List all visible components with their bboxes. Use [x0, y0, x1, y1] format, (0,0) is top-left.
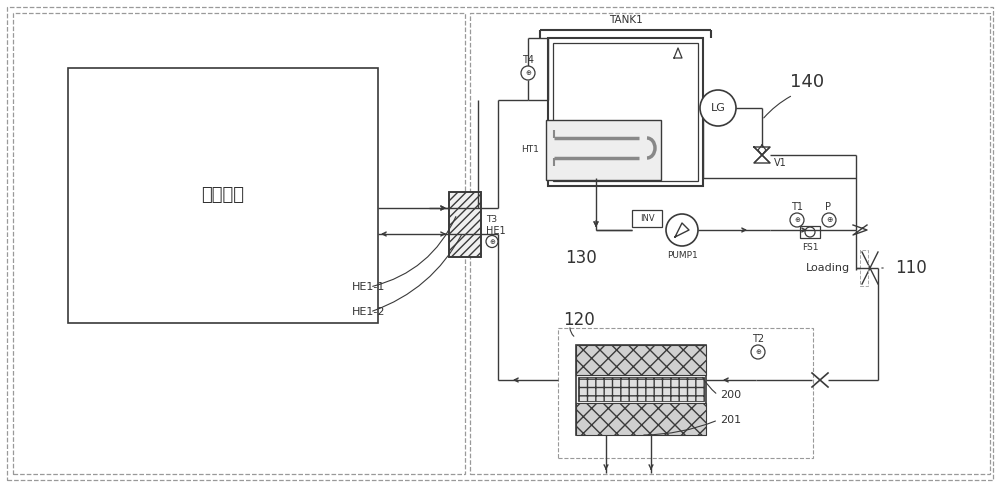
Text: HE1: HE1 — [486, 226, 506, 237]
Bar — [553, 43, 698, 181]
Bar — [576, 403, 706, 435]
Bar — [578, 377, 704, 401]
Text: HE1-1: HE1-1 — [352, 282, 385, 292]
Circle shape — [486, 236, 498, 247]
Bar — [470, 13, 990, 474]
Text: ⊕: ⊕ — [755, 349, 761, 355]
Bar — [68, 68, 378, 323]
Text: 110: 110 — [895, 259, 927, 277]
Circle shape — [822, 213, 836, 227]
Text: LG: LG — [711, 103, 725, 113]
Text: ⊕: ⊕ — [525, 70, 531, 76]
Bar — [860, 250, 868, 286]
Text: Loading: Loading — [806, 263, 850, 273]
Text: 140: 140 — [790, 73, 824, 91]
Bar — [449, 192, 481, 257]
Bar — [449, 192, 481, 257]
Text: ⊕: ⊕ — [826, 216, 832, 225]
Bar — [546, 120, 661, 180]
Bar — [800, 226, 820, 238]
Circle shape — [700, 90, 736, 126]
Text: ⊕: ⊕ — [489, 239, 495, 244]
Circle shape — [790, 213, 804, 227]
Text: T4: T4 — [522, 55, 534, 65]
Text: 201: 201 — [720, 415, 741, 425]
Bar — [558, 328, 813, 458]
Circle shape — [666, 214, 698, 246]
Text: T2: T2 — [752, 334, 764, 344]
Text: T1: T1 — [791, 202, 803, 212]
Text: HE1-2: HE1-2 — [352, 307, 386, 317]
Text: ⊕: ⊕ — [794, 217, 800, 223]
Text: INV: INV — [640, 214, 654, 223]
Text: 制冷系統: 制冷系統 — [202, 186, 244, 204]
Circle shape — [521, 66, 535, 80]
Bar — [632, 210, 662, 227]
Bar — [576, 345, 706, 435]
Bar — [13, 13, 465, 474]
Text: HT1: HT1 — [521, 146, 539, 154]
Text: FS1: FS1 — [802, 244, 818, 252]
Text: T3: T3 — [486, 215, 497, 224]
Bar — [576, 345, 706, 375]
Text: 200: 200 — [720, 390, 741, 400]
Bar — [548, 38, 703, 186]
Text: 130: 130 — [565, 249, 597, 267]
Circle shape — [751, 345, 765, 359]
Text: PUMP1: PUMP1 — [667, 251, 697, 261]
Text: V1: V1 — [774, 158, 787, 168]
Text: 120: 120 — [563, 311, 595, 329]
Text: TANK1: TANK1 — [609, 15, 642, 25]
Text: P: P — [825, 202, 831, 212]
